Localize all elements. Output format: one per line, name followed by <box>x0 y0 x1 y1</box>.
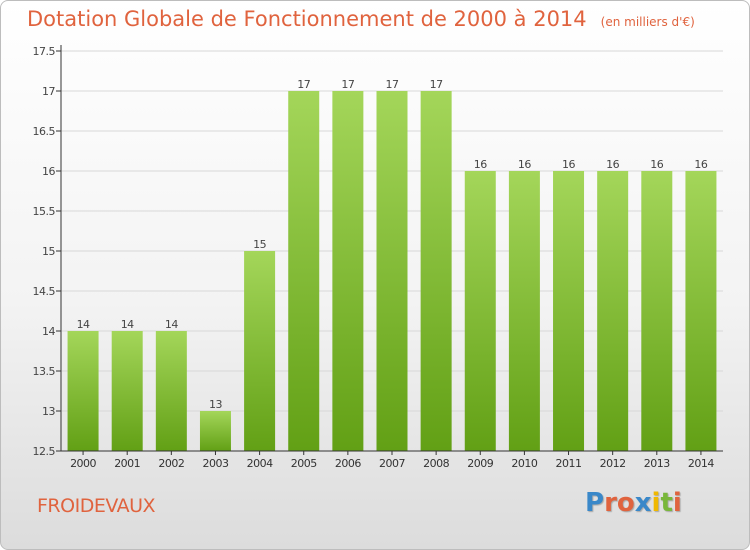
bar <box>553 171 585 451</box>
x-tick-label: 2011 <box>556 457 582 470</box>
proxiti-logo: Proxiti <box>585 488 682 518</box>
data-label: 15 <box>253 238 266 251</box>
bar <box>685 171 717 451</box>
y-tick-label: 17 <box>42 85 55 98</box>
y-tick-label: 13 <box>42 405 55 418</box>
x-tick-label: 2001 <box>114 457 140 470</box>
data-label: 17 <box>341 78 354 91</box>
y-tick-label: 16.5 <box>33 125 56 138</box>
x-tick-label: 2006 <box>335 457 361 470</box>
bars <box>67 91 717 451</box>
chart-title: Dotation Globale de Fonctionnement de 20… <box>27 7 695 31</box>
data-label: 16 <box>474 158 487 171</box>
y-tick-label: 14.5 <box>33 285 56 298</box>
x-tick-label: 2002 <box>158 457 184 470</box>
data-label: 17 <box>430 78 443 91</box>
bar <box>199 411 231 451</box>
logo-letter: P <box>585 488 605 518</box>
logo-letter: t <box>660 488 673 518</box>
bar <box>508 171 540 451</box>
bar <box>244 251 276 451</box>
data-labels: 14 14 14 13 15 17 17 17 17 16 16 16 16 16 16 <box>77 78 709 411</box>
y-tick-label: 15 <box>42 245 55 258</box>
bar <box>288 91 320 451</box>
x-tick-label: 2004 <box>247 457 273 470</box>
logo-letter: i <box>651 488 661 518</box>
data-label: 14 <box>165 318 178 331</box>
data-label: 16 <box>518 158 531 171</box>
data-label: 17 <box>297 78 310 91</box>
y-tick-label: 17.5 <box>33 45 56 58</box>
chart-unit: (en milliers d'€) <box>600 15 695 29</box>
bar <box>67 331 99 451</box>
x-tick-labels: 2000 2001 2002 2003 2004 2005 2006 2007 2008 2009… <box>70 451 715 470</box>
logo-letter: o <box>616 488 635 518</box>
x-tick-label: 2012 <box>600 457 626 470</box>
data-label: 16 <box>562 158 575 171</box>
data-label: 16 <box>694 158 707 171</box>
bar <box>597 171 629 451</box>
data-label: 14 <box>77 318 90 331</box>
bar <box>464 171 496 451</box>
y-tick-label: 16 <box>42 165 55 178</box>
x-tick-label: 2014 <box>688 457 714 470</box>
x-tick-label: 2003 <box>202 457 228 470</box>
chart-title-text: Dotation Globale de Fonctionnement de 20… <box>27 7 587 31</box>
y-tick-label: 13.5 <box>33 365 56 378</box>
data-label: 16 <box>650 158 663 171</box>
data-label: 14 <box>121 318 134 331</box>
x-tick-label: 2013 <box>644 457 670 470</box>
commune-name: FROIDEVAUX <box>37 495 156 517</box>
y-tick-label: 14 <box>42 325 55 338</box>
bar <box>155 331 187 451</box>
data-label: 17 <box>386 78 399 91</box>
data-label: 13 <box>209 398 222 411</box>
logo-letter: i <box>672 488 682 518</box>
x-tick-label: 2008 <box>423 457 449 470</box>
bar <box>332 91 364 451</box>
y-tick-label: 12.5 <box>33 445 56 458</box>
x-tick-label: 2010 <box>511 457 537 470</box>
bar <box>111 331 143 451</box>
x-tick-label: 2009 <box>467 457 493 470</box>
bar <box>376 91 408 451</box>
x-tick-label: 2007 <box>379 457 405 470</box>
x-tick-label: 2005 <box>291 457 317 470</box>
y-tick-labels: 12.5 13 13.5 14 14.5 15 15.5 16 16.5 17 17.5 <box>33 45 61 458</box>
bar <box>641 171 673 451</box>
x-tick-label: 2000 <box>70 457 96 470</box>
logo-letter: x <box>634 488 652 518</box>
bar <box>420 91 452 451</box>
y-tick-label: 15.5 <box>33 205 56 218</box>
data-label: 16 <box>606 158 619 171</box>
logo-letter: r <box>604 488 617 518</box>
